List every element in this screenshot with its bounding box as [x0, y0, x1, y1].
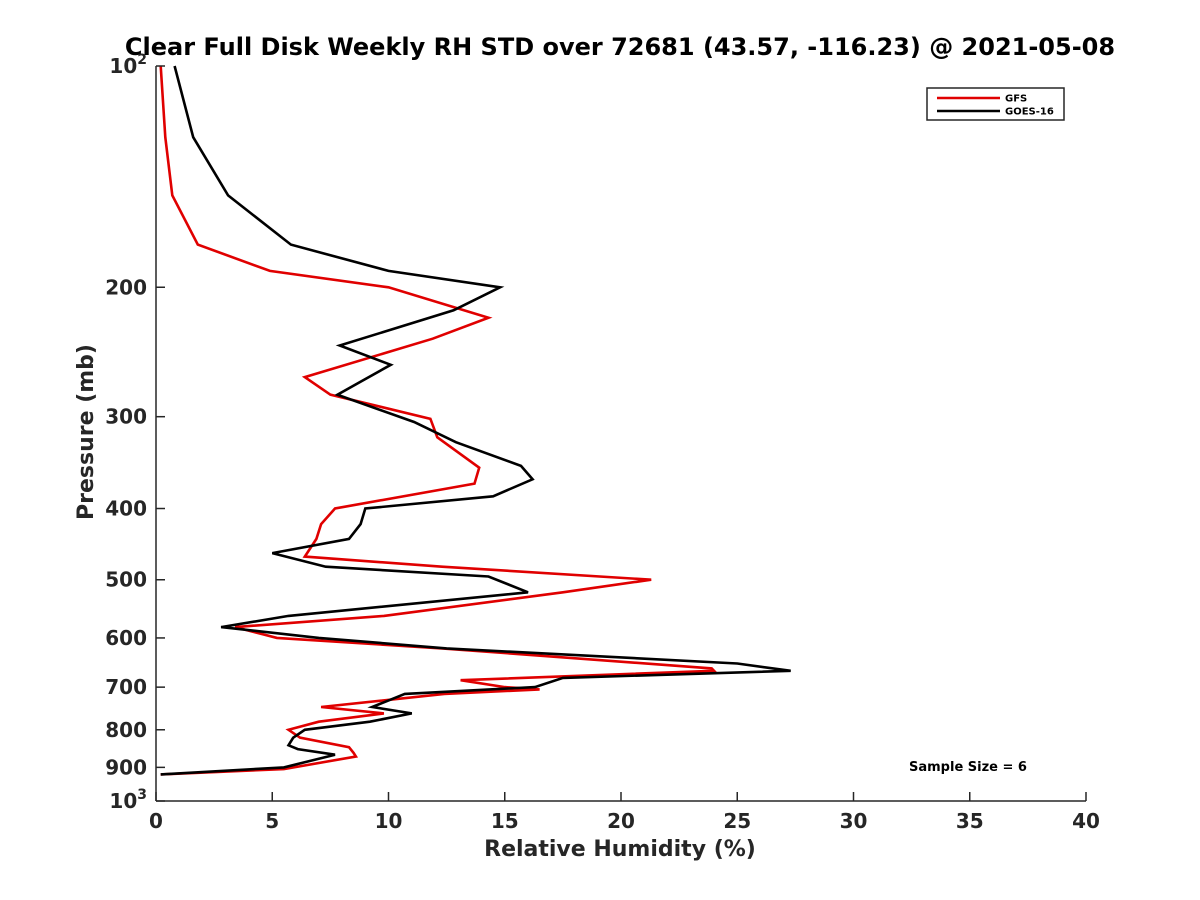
sample-size-annotation: Sample Size = 6	[909, 760, 1027, 775]
chart-title: Clear Full Disk Weekly RH STD over 72681…	[125, 33, 1115, 61]
y-tick-base: 10	[109, 789, 137, 813]
y-tick-exponent: 3	[137, 787, 147, 803]
x-tick-label: 35	[956, 809, 984, 833]
y-tick-label: 200	[105, 275, 147, 299]
y-tick-label: 500	[105, 568, 147, 592]
x-axis-label: Relative Humidity (%)	[484, 837, 756, 862]
series-line-gfs	[159, 65, 717, 776]
y-tick-label: 400	[105, 497, 147, 521]
x-tick-label: 0	[149, 809, 163, 833]
y-tick-label: 700	[105, 675, 147, 699]
y-tick-label: 600	[105, 626, 147, 650]
y-tick-label: 102	[109, 52, 147, 78]
y-tick-label: 900	[105, 755, 147, 779]
x-tick-label: 25	[723, 809, 751, 833]
y-tick-base: 10	[109, 54, 137, 78]
legend: GFS GOES-16	[926, 87, 1065, 121]
x-tick-label: 10	[375, 809, 403, 833]
legend-box	[926, 87, 1065, 121]
legend-label: GFS	[1005, 94, 1027, 105]
y-axis-label: Pressure (mb)	[74, 344, 99, 520]
plot-area	[155, 66, 1086, 802]
x-tick-label: 15	[491, 809, 519, 833]
x-tick-label: 40	[1072, 809, 1100, 833]
y-tick-label: 800	[105, 718, 147, 742]
x-tick-label: 5	[265, 809, 279, 833]
series-layer	[159, 65, 791, 776]
y-tick-label: 103	[109, 787, 147, 813]
x-axis-ticks: 0 5 10 15 20 25 30 35 40	[149, 792, 1100, 833]
legend-label: GOES-16	[1005, 107, 1054, 118]
y-tick-label: 300	[105, 405, 147, 429]
x-tick-label: 30	[840, 809, 868, 833]
series-line-goes-16	[160, 65, 791, 776]
y-tick-exponent: 2	[137, 52, 147, 68]
x-tick-label: 20	[607, 809, 635, 833]
